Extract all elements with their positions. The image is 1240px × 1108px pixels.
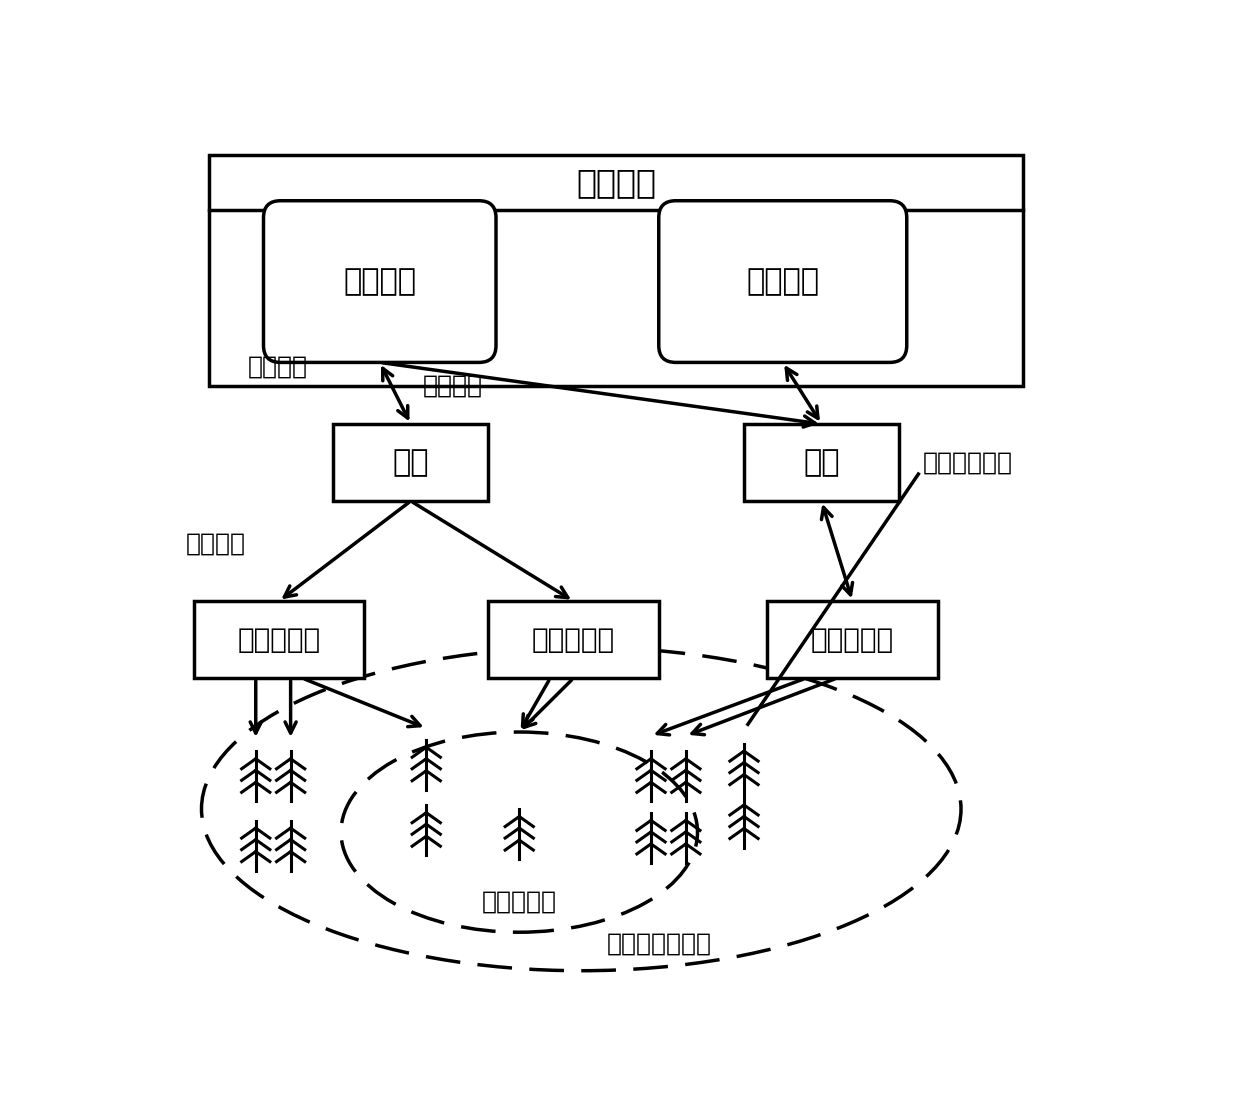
Text: 网关: 网关 (804, 448, 839, 478)
Bar (489, 602, 658, 678)
Text: 状态信息: 状态信息 (248, 355, 308, 378)
Text: 基站控制器: 基站控制器 (811, 626, 894, 654)
FancyBboxPatch shape (658, 201, 906, 362)
Text: 天线资源池: 天线资源池 (482, 890, 557, 913)
Text: 可被占用天线: 可被占用天线 (923, 451, 1012, 474)
Text: 网关: 网关 (393, 448, 429, 478)
Text: 大规模天线阵列: 大规模天线阵列 (606, 932, 712, 956)
Bar (210, 154, 1023, 386)
Bar (768, 602, 937, 678)
Text: 基站控制器: 基站控制器 (532, 626, 615, 654)
Text: 状态信息: 状态信息 (186, 532, 246, 555)
Text: 云服务器: 云服务器 (577, 166, 656, 198)
FancyBboxPatch shape (263, 201, 496, 362)
Bar (744, 424, 899, 501)
Text: 控制信息: 控制信息 (423, 373, 482, 398)
Text: 基站控制器: 基站控制器 (237, 626, 321, 654)
Text: 数据处理: 数据处理 (746, 267, 820, 296)
Text: 天线调度: 天线调度 (343, 267, 417, 296)
Bar (334, 424, 489, 501)
Bar (193, 602, 365, 678)
